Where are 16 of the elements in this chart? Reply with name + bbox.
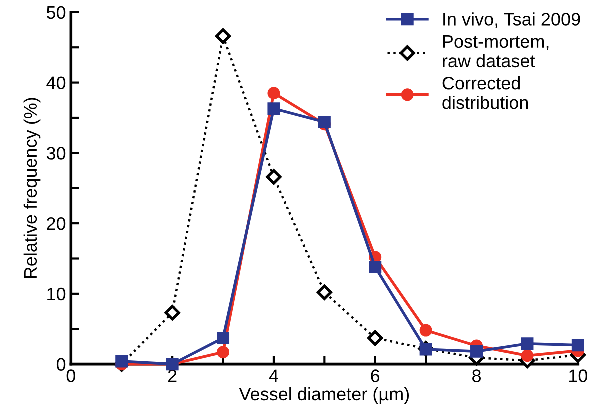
legend-label: Corrected distribution bbox=[442, 76, 528, 110]
y-axis-title: Relative frequency (%) bbox=[24, 98, 41, 278]
x-tick-label: 10 bbox=[570, 370, 588, 382]
y-tick-label: 10 bbox=[48, 288, 66, 301]
y-tick-label: 20 bbox=[47, 217, 66, 230]
y-tick-label: 50 bbox=[46, 6, 66, 20]
y-tick-label: 30 bbox=[46, 147, 66, 160]
y-tick-label: 40 bbox=[46, 76, 66, 90]
x-tick-label: 8 bbox=[472, 370, 482, 382]
y-tick-label: 0 bbox=[56, 358, 66, 372]
x-tick-label: 6 bbox=[371, 370, 380, 382]
x-tick-label: 4 bbox=[269, 370, 278, 382]
legend-label: In vivo, Tsai 2009 bbox=[444, 12, 580, 28]
x-tick-label: 0 bbox=[66, 370, 76, 382]
x-axis-title: Vessel diameter (µm) bbox=[239, 387, 410, 404]
legend-label: Post-mortem, raw dataset bbox=[443, 36, 549, 68]
